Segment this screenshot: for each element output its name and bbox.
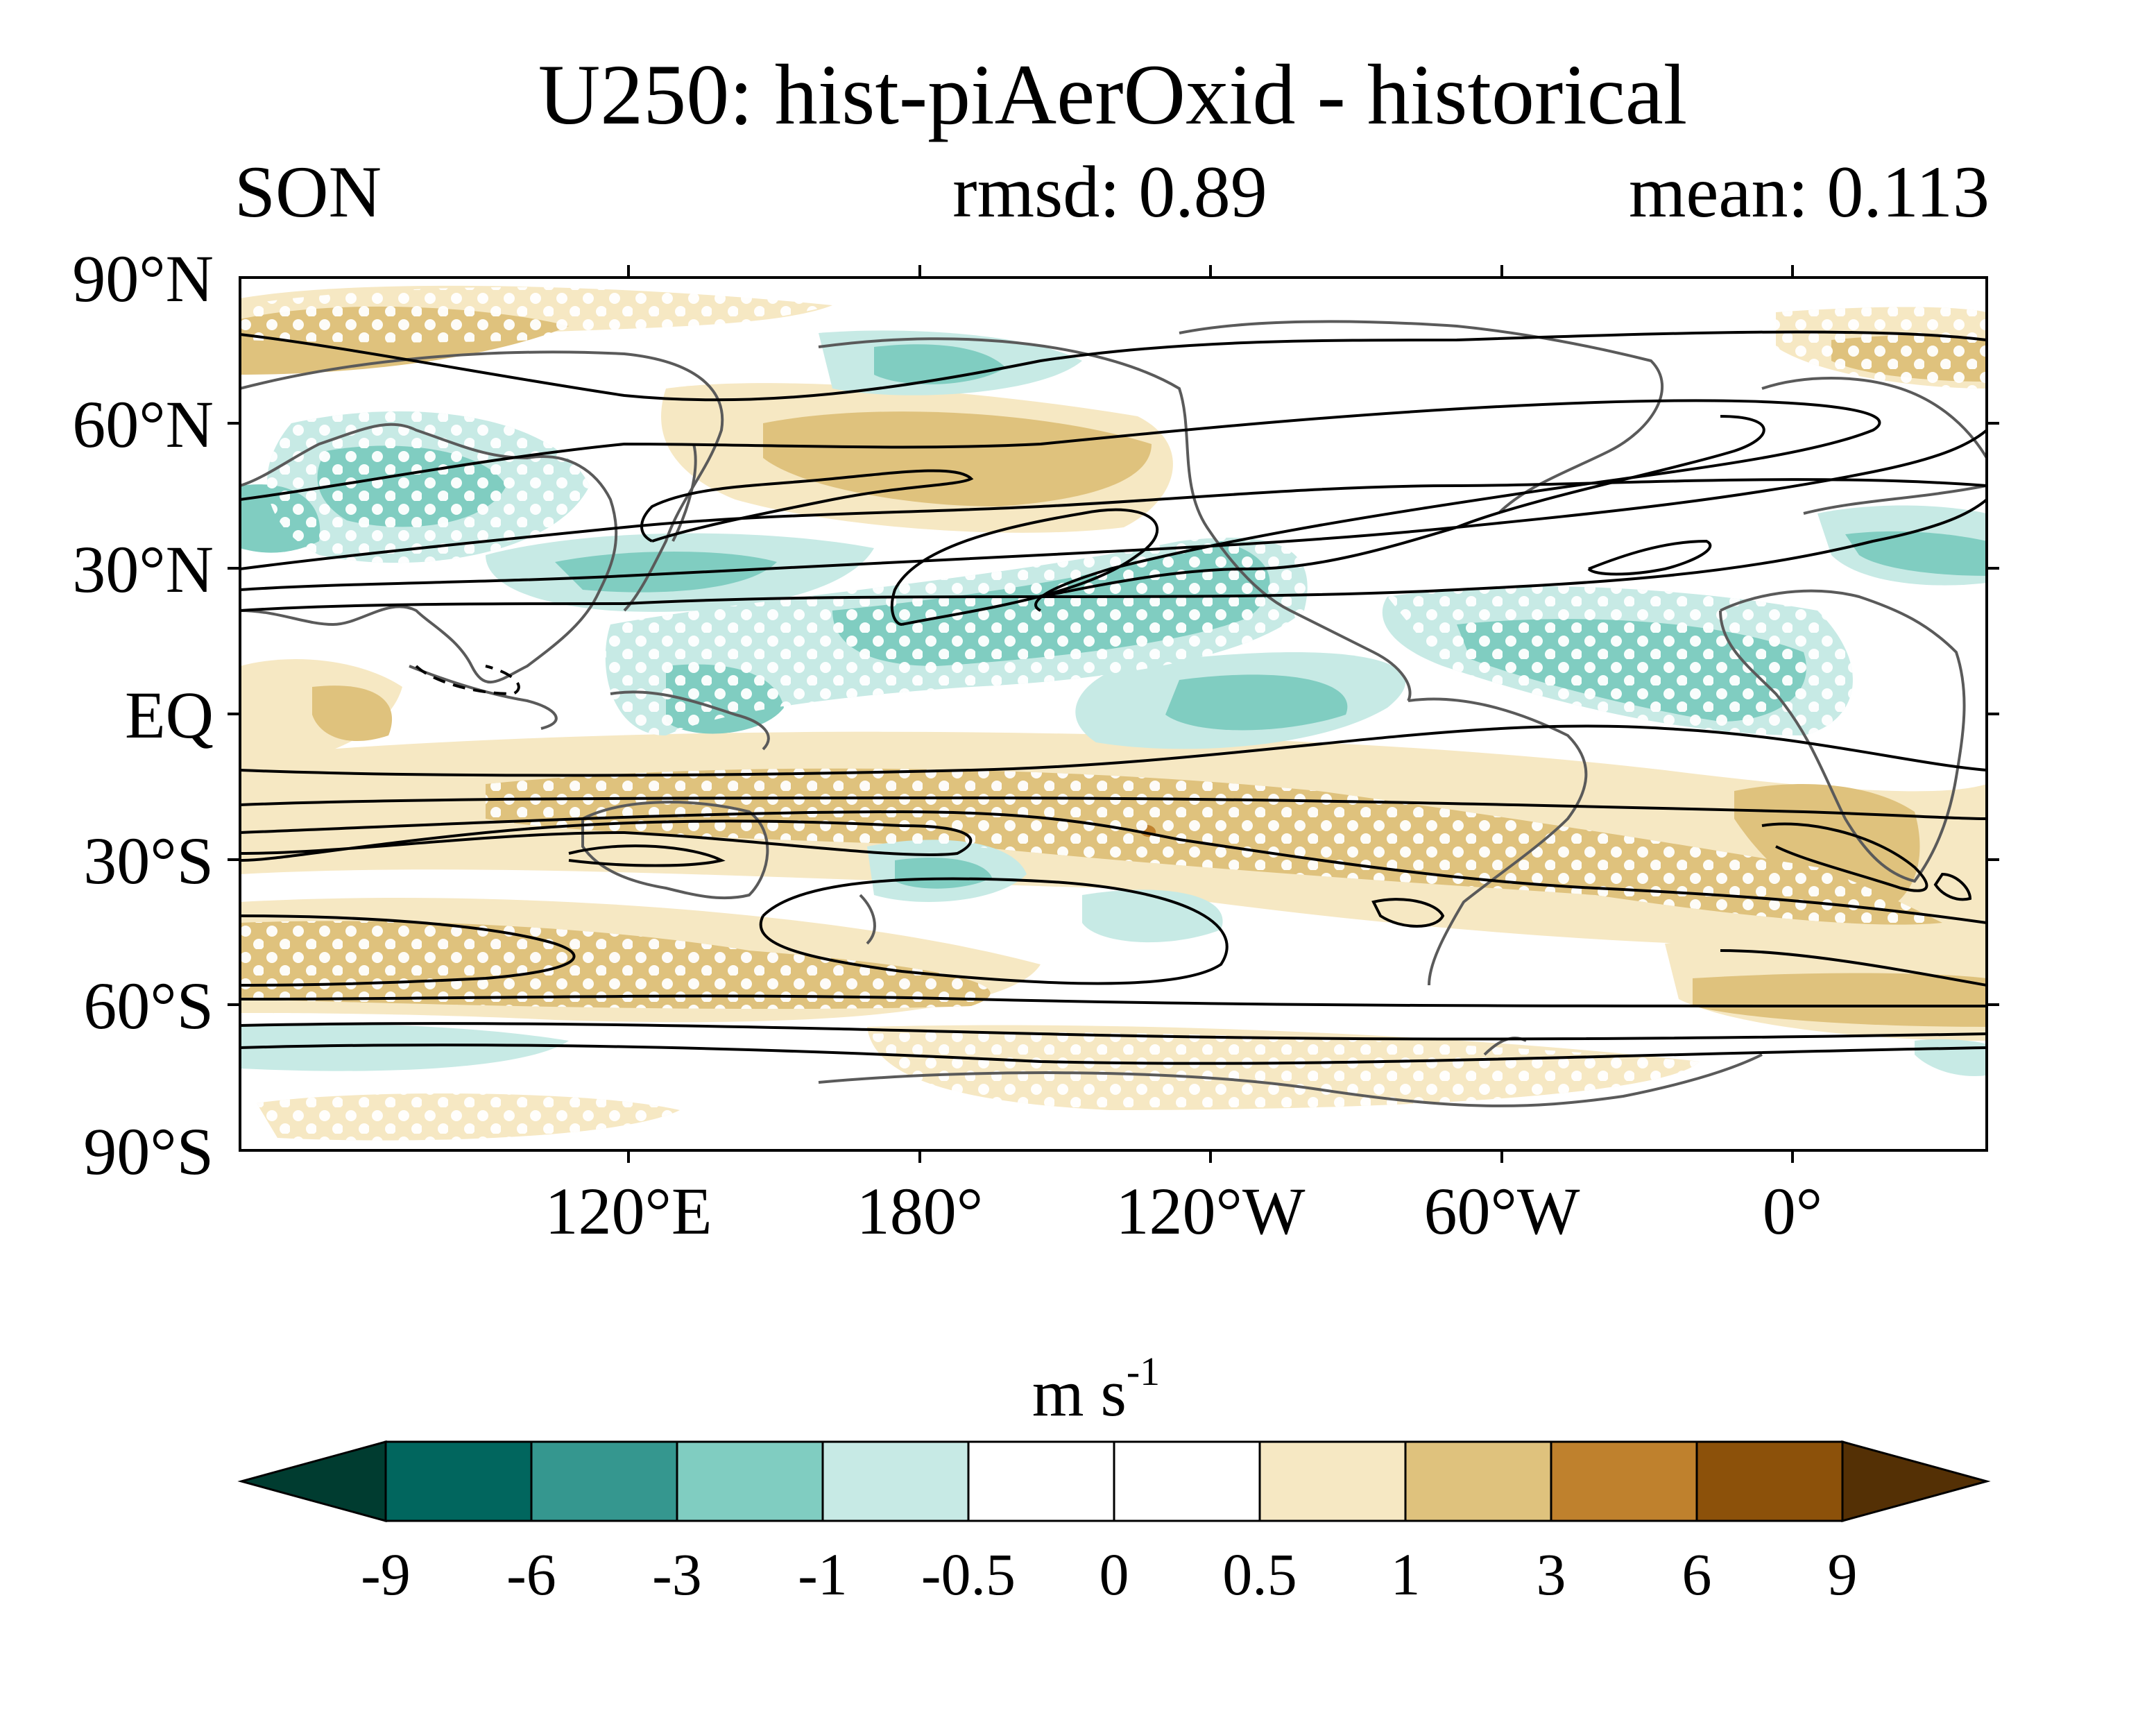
lat-label-30s: 30°S: [83, 824, 214, 898]
colorbar-tick-label: -9: [361, 1541, 411, 1608]
colorbar-box: [821, 1440, 970, 1522]
colorbar-tick-label: 3: [1537, 1541, 1566, 1608]
colorbar-tick-label: -6: [506, 1541, 556, 1608]
colorbar-box: [676, 1440, 824, 1522]
lat-label-90s: 90°S: [83, 1114, 214, 1189]
lon-label-120e: 120°E: [545, 1174, 712, 1248]
colorbar: -9 -6 -3 -1 -0.5 0 0.5 1 3 6 9: [237, 1440, 1991, 1608]
lon-label-180: 180°: [857, 1174, 983, 1248]
colorbar-tick-label: 6: [1682, 1541, 1712, 1608]
climatology-contours: [240, 330, 1987, 1065]
colorbar-unit-exponent: -1: [1127, 1349, 1160, 1394]
lat-label-60n: 60°N: [72, 387, 214, 461]
map-frame: [228, 265, 1999, 1163]
longitude-labels: 120°E 180° 120°W 60°W 0°: [545, 1174, 1822, 1248]
coastlines: [240, 320, 1987, 1107]
colorbar-tick-label: -3: [652, 1541, 702, 1608]
lat-label-eq: EQ: [125, 678, 214, 752]
colorbar-box: [967, 1440, 1115, 1522]
map-panel: [240, 278, 1987, 1150]
colorbar-box: [1404, 1440, 1552, 1522]
chart-title: U250: hist-piAerOxid - historical: [538, 47, 1688, 142]
colorbar-box: [530, 1440, 678, 1522]
colorbar-tick-label: 0.5: [1222, 1541, 1297, 1608]
colorbar-unit-base: m s: [1032, 1356, 1127, 1430]
colorbar-tick-label: -1: [798, 1541, 848, 1608]
colorbar-upper-extend: [1841, 1440, 1991, 1522]
colorbar-tick-label: 0: [1100, 1541, 1129, 1608]
mean-label: mean: 0.113: [1629, 151, 1990, 232]
colorbar-lower-extend: [237, 1440, 387, 1522]
lat-label-60s: 60°S: [83, 969, 214, 1043]
lat-label-30n: 30°N: [72, 532, 214, 606]
colorbar-tick-label: 9: [1828, 1541, 1858, 1608]
season-label: SON: [234, 151, 382, 232]
colorbar-box: [1550, 1440, 1698, 1522]
colorbar-box: [1113, 1440, 1261, 1522]
lon-label-120w: 120°W: [1116, 1174, 1306, 1248]
colorbar-box: [1695, 1440, 1844, 1522]
lon-label-0: 0°: [1763, 1174, 1822, 1248]
colorbar-unit: m s-1: [1032, 1349, 1160, 1430]
colorbar-tick-label: -0.5: [921, 1541, 1016, 1608]
colorbar-box: [1258, 1440, 1407, 1522]
latitude-labels: 90°N 60°N 30°N EQ 30°S 60°S 90°S: [72, 241, 214, 1189]
significance-stippling: [240, 287, 1987, 1141]
tick-marks: [228, 265, 1999, 1163]
colorbar-tick-label: 1: [1391, 1541, 1421, 1608]
lon-label-60w: 60°W: [1424, 1174, 1580, 1248]
rmsd-label: rmsd: 0.89: [952, 151, 1267, 232]
colorbar-box: [384, 1440, 533, 1522]
lat-label-90n: 90°N: [72, 241, 214, 316]
